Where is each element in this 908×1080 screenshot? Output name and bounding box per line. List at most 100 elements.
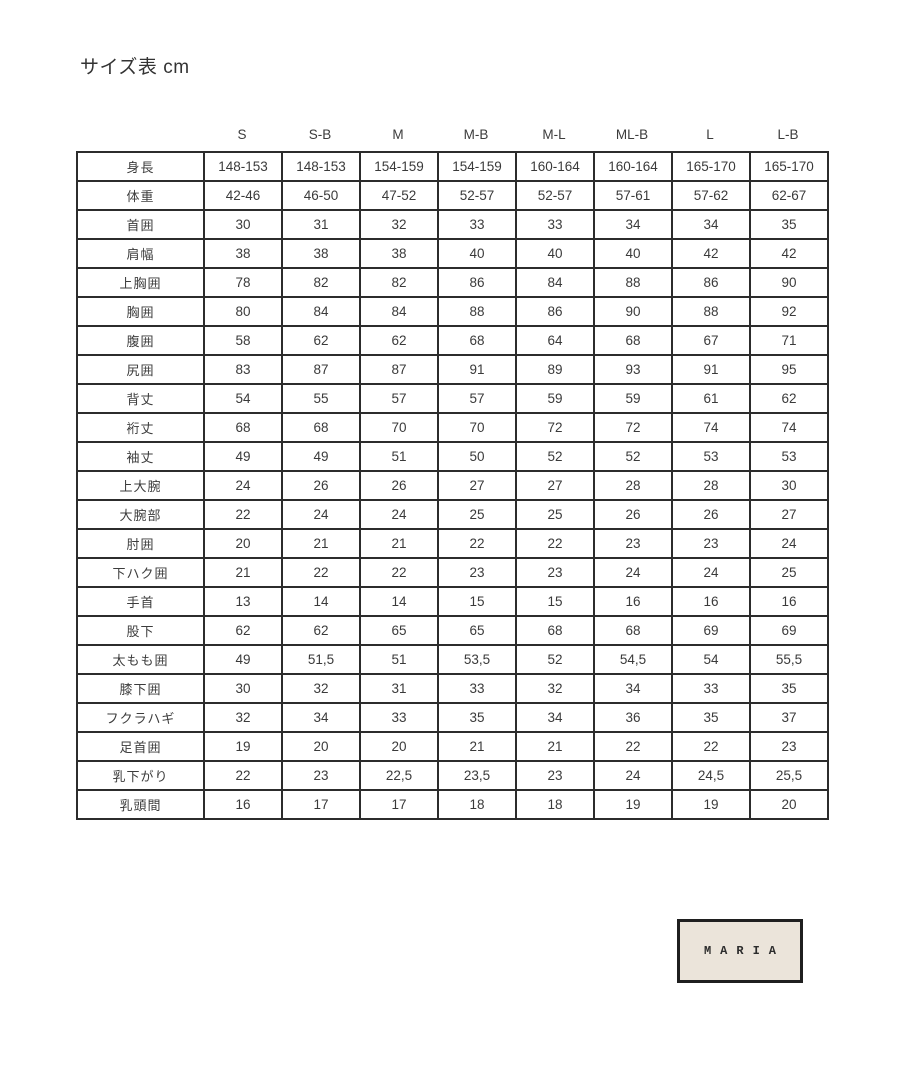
measurement-cell: 72 [593,412,673,443]
table-row: 上胸囲 78 82 82 86 84 88 86 90 [76,267,829,298]
measurement-cell: 92 [749,296,829,327]
table-row: 股下 62 62 65 65 68 68 69 69 [76,615,829,646]
measurement-cell: 20 [749,789,829,820]
measurement-cell: 46-50 [281,180,361,211]
measurement-cell: 49 [203,441,283,472]
measurement-cell: 33 [437,673,517,704]
measurement-cell: 68 [593,615,673,646]
measurement-cell: 35 [749,209,829,240]
measurement-cell: 40 [437,238,517,269]
measurement-cell: 165-170 [671,151,751,182]
measurement-cell: 52-57 [515,180,595,211]
measurement-cell: 53 [671,441,751,472]
measurement-cell: 27 [437,470,517,501]
row-label: 尻囲 [76,354,205,385]
measurement-cell: 95 [749,354,829,385]
measurement-cell: 25 [515,499,595,530]
measurement-cell: 24 [281,499,361,530]
measurement-cell: 27 [515,470,595,501]
size-column-header: ML-B [615,127,649,142]
measurement-cell: 90 [749,267,829,298]
measurement-cell: 34 [593,209,673,240]
row-label: 上大腕 [76,470,205,501]
measurement-cell: 31 [359,673,439,704]
measurement-cell: 148-153 [203,151,283,182]
brand-logo: MARIA [677,919,803,983]
row-label: 肩幅 [76,238,205,269]
measurement-cell: 21 [515,731,595,762]
measurement-cell: 47-52 [359,180,439,211]
measurement-cell: 31 [281,209,361,240]
row-label: 腹囲 [76,325,205,356]
measurement-cell: 19 [671,789,751,820]
measurement-cell: 91 [437,354,517,385]
row-label: 股下 [76,615,205,646]
measurement-cell: 74 [749,412,829,443]
measurement-cell: 24 [671,557,751,588]
measurement-cell: 86 [437,267,517,298]
measurement-cell: 57 [437,383,517,414]
measurement-cell: 19 [203,731,283,762]
table-row: 乳頭間 16 17 17 18 18 19 19 20 [76,789,829,820]
table-row: 肩幅 38 38 38 40 40 40 42 42 [76,238,829,269]
measurement-cell: 86 [515,296,595,327]
row-label: 大腕部 [76,499,205,530]
measurement-cell: 22 [593,731,673,762]
row-label: 手首 [76,586,205,617]
table-row: 大腕部 22 24 24 25 25 26 26 27 [76,499,829,530]
measurement-cell: 165-170 [749,151,829,182]
measurement-cell: 24 [593,557,673,588]
measurement-cell: 33 [515,209,595,240]
measurement-cell: 154-159 [359,151,439,182]
measurement-cell: 30 [203,673,283,704]
measurement-cell: 42-46 [203,180,283,211]
measurement-cell: 82 [281,267,361,298]
measurement-cell: 74 [671,412,751,443]
row-label: 乳頭間 [76,789,205,820]
measurement-cell: 15 [437,586,517,617]
measurement-cell: 72 [515,412,595,443]
measurement-cell: 24,5 [671,760,751,791]
measurement-cell: 25,5 [749,760,829,791]
measurement-cell: 26 [359,470,439,501]
table-row: 乳下がり 22 23 22,5 23,5 23 24 24,5 25,5 [76,760,829,791]
measurement-cell: 26 [671,499,751,530]
table-row: 腹囲 58 62 62 68 64 68 67 71 [76,325,829,356]
measurement-cell: 23,5 [437,760,517,791]
measurement-cell: 23 [671,528,751,559]
measurement-cell: 59 [593,383,673,414]
row-label: 袖丈 [76,441,205,472]
measurement-cell: 62 [281,325,361,356]
table-row: 背丈 54 55 57 57 59 59 61 62 [76,383,829,414]
measurement-cell: 91 [671,354,751,385]
measurement-cell: 33 [359,702,439,733]
row-label: 膝下囲 [76,673,205,704]
measurement-cell: 25 [749,557,829,588]
measurement-cell: 23 [515,760,595,791]
measurement-cell: 65 [359,615,439,646]
measurement-cell: 20 [359,731,439,762]
table-row: 手首 13 14 14 15 15 16 16 16 [76,586,829,617]
table-row: 首囲 30 31 32 33 33 34 34 35 [76,209,829,240]
row-label: 背丈 [76,383,205,414]
measurement-cell: 62 [281,615,361,646]
row-label: 上胸囲 [76,267,205,298]
measurement-cell: 71 [749,325,829,356]
measurement-cell: 16 [593,586,673,617]
measurement-cell: 54 [671,644,751,675]
measurement-cell: 35 [671,702,751,733]
measurement-cell: 54 [203,383,283,414]
measurement-cell: 51,5 [281,644,361,675]
measurement-cell: 84 [515,267,595,298]
measurement-cell: 64 [515,325,595,356]
measurement-cell: 26 [281,470,361,501]
measurement-cell: 16 [749,586,829,617]
measurement-cell: 21 [203,557,283,588]
measurement-cell: 40 [593,238,673,269]
measurement-cell: 78 [203,267,283,298]
measurement-cell: 49 [281,441,361,472]
measurement-cell: 88 [671,296,751,327]
measurement-cell: 87 [359,354,439,385]
measurement-cell: 22 [203,499,283,530]
row-label: 足首囲 [76,731,205,762]
